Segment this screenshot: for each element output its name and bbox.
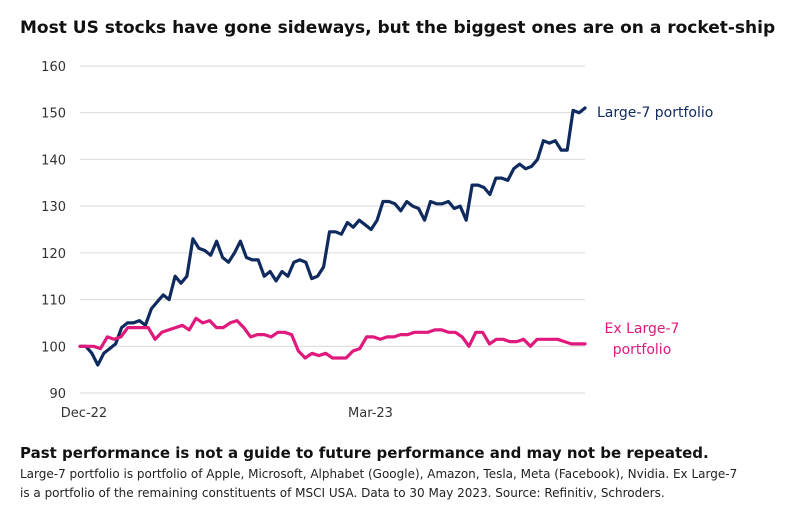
series-label-ex-large-7: Ex Large-7 <box>605 321 680 337</box>
source-note: Large-7 portfolio is portfolio of Apple,… <box>20 465 780 503</box>
line-chart: 90 100 110 120 130 140 150 160 Dec-22 Mar-23 Large… <box>41 60 713 421</box>
performance-disclaimer: Past performance is not a guide to futur… <box>20 444 709 462</box>
source-note-line: Large-7 portfolio is portfolio of Apple,… <box>20 467 738 481</box>
y-tick-label: 150 <box>41 107 66 122</box>
series-label-ex-large-7: portfolio <box>613 342 672 358</box>
series-line-large-7 <box>78 106 587 367</box>
source-note-line: is a portfolio of the remaining constitu… <box>20 486 665 500</box>
x-tick-label: Mar-23 <box>348 406 393 421</box>
y-tick-label: 110 <box>41 294 66 309</box>
y-tick-label: 160 <box>41 60 66 75</box>
y-tick-label: 100 <box>41 340 66 355</box>
series-label-large-7: Large-7 portfolio <box>597 105 713 121</box>
chart-title: Most US stocks have gone sideways, but t… <box>20 18 776 38</box>
series-line-ex-large-7 <box>78 316 587 360</box>
y-tick-label: 90 <box>49 387 66 402</box>
y-tick-label: 130 <box>41 200 66 215</box>
x-tick-label: Dec-22 <box>61 406 107 421</box>
y-tick-label: 120 <box>41 247 66 262</box>
y-tick-label: 140 <box>41 153 66 168</box>
